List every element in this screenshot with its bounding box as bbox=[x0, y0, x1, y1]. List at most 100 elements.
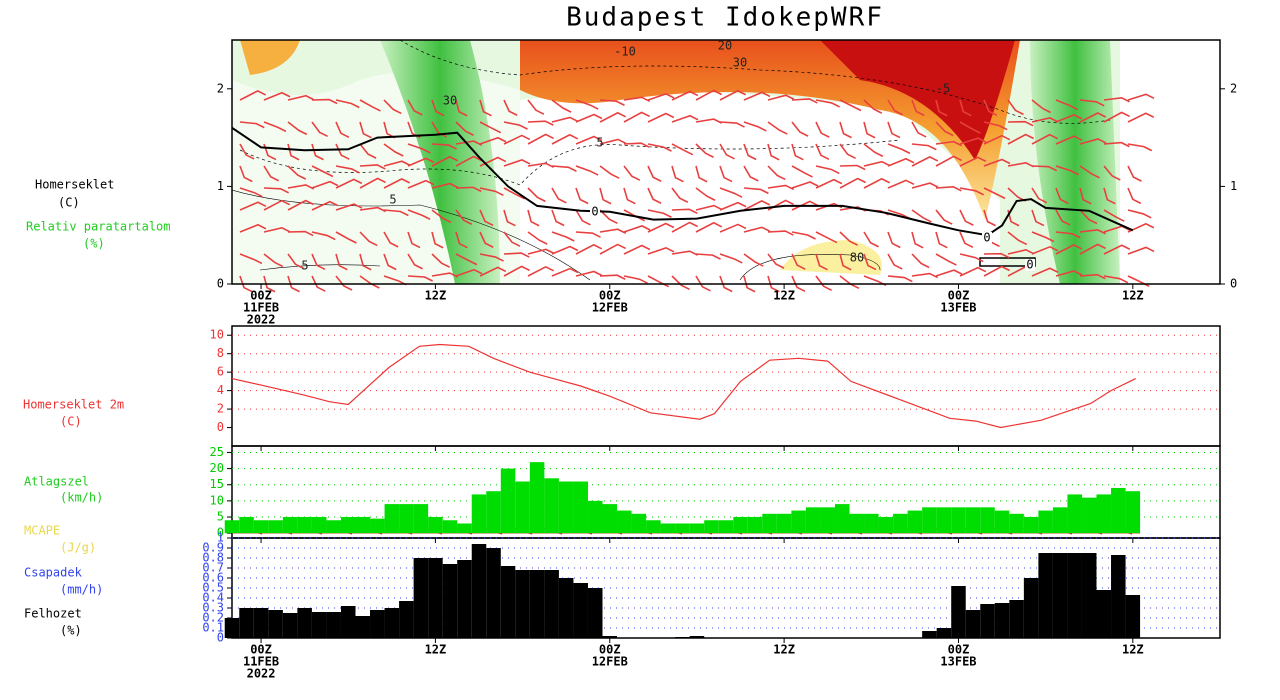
bar bbox=[805, 507, 821, 534]
wind-barb bbox=[671, 90, 699, 101]
wind-barb bbox=[863, 231, 879, 248]
wind-barb bbox=[839, 121, 852, 139]
bar bbox=[486, 548, 501, 638]
wind-barb bbox=[695, 165, 708, 183]
wind-barb bbox=[935, 253, 957, 266]
isotherm-line bbox=[231, 126, 1134, 237]
bar bbox=[224, 618, 240, 638]
bar bbox=[500, 468, 516, 534]
wind-barb bbox=[455, 186, 482, 193]
wind-barb bbox=[719, 121, 745, 128]
wind-barb bbox=[1103, 165, 1121, 181]
wind-barb bbox=[887, 143, 911, 155]
bar bbox=[1009, 600, 1024, 638]
bar bbox=[326, 612, 341, 638]
wind-barb bbox=[407, 209, 431, 220]
bar bbox=[689, 636, 705, 638]
bar bbox=[399, 504, 414, 534]
wind-barb bbox=[455, 209, 473, 225]
bar bbox=[1009, 513, 1024, 534]
wind-barb bbox=[623, 275, 648, 284]
wind-barb bbox=[815, 143, 830, 161]
wind-barb bbox=[815, 99, 840, 108]
bar bbox=[1111, 487, 1126, 534]
wind-barb bbox=[695, 253, 721, 260]
wind-barb bbox=[311, 98, 338, 105]
bar bbox=[951, 507, 966, 534]
x-tick-label: 11FEB bbox=[243, 655, 279, 669]
wind-barb bbox=[1007, 161, 1035, 168]
wind-barb bbox=[287, 94, 315, 101]
wind-barb bbox=[695, 89, 723, 101]
wind-barb bbox=[431, 155, 459, 167]
bar bbox=[1038, 553, 1053, 638]
wind-barb bbox=[1031, 165, 1058, 172]
wind-barb bbox=[743, 226, 771, 233]
wind-barb bbox=[719, 143, 735, 160]
wind-barb bbox=[575, 187, 589, 205]
bar bbox=[1125, 491, 1141, 534]
wind-barb bbox=[359, 177, 387, 189]
bar bbox=[486, 491, 501, 534]
field-background bbox=[232, 40, 1120, 284]
wind-barb bbox=[263, 91, 291, 101]
wind-barb bbox=[983, 265, 1011, 277]
wind-barb bbox=[599, 165, 620, 179]
wind-barb bbox=[743, 121, 767, 132]
wind-barb bbox=[1127, 246, 1155, 255]
bar bbox=[239, 517, 254, 534]
wind-barb bbox=[647, 209, 672, 218]
bar bbox=[1052, 553, 1068, 638]
wind-barb bbox=[335, 165, 360, 174]
wind-barb bbox=[599, 187, 612, 205]
bar bbox=[602, 636, 618, 638]
contour-label: 5 bbox=[301, 259, 308, 273]
wind-barb bbox=[695, 187, 716, 201]
wind-barb bbox=[479, 99, 492, 117]
wind-barb bbox=[959, 99, 972, 117]
wind-barb bbox=[671, 114, 699, 123]
wind-barb bbox=[551, 99, 572, 113]
wind-barb bbox=[887, 275, 913, 283]
bar bbox=[297, 517, 312, 534]
wind-barb bbox=[239, 90, 267, 101]
bar bbox=[834, 504, 850, 534]
bar bbox=[936, 628, 952, 638]
wind-barb bbox=[503, 121, 528, 130]
axis-label: Felhozet bbox=[24, 607, 82, 621]
wind-barb bbox=[911, 143, 937, 151]
wind-barb bbox=[815, 231, 838, 244]
y-tick-label: 2 bbox=[1230, 81, 1237, 95]
wind-barb bbox=[887, 253, 903, 270]
wind-barb bbox=[983, 209, 996, 227]
axis-label: (mm/h) bbox=[60, 583, 103, 597]
wind-barb bbox=[407, 275, 433, 282]
wind-barb bbox=[1079, 228, 1106, 235]
wind-barb bbox=[551, 133, 579, 145]
bar bbox=[370, 610, 385, 638]
wind-barb bbox=[695, 143, 714, 158]
bar bbox=[980, 507, 995, 534]
wind-barb bbox=[479, 121, 502, 134]
wind-barb bbox=[1127, 93, 1155, 101]
wind-barb bbox=[479, 253, 504, 262]
bar bbox=[1023, 578, 1039, 638]
wind-barb bbox=[695, 221, 723, 233]
wind-barb bbox=[1031, 245, 1059, 255]
y-tick-label: 0.3 bbox=[202, 601, 224, 615]
wind-barb bbox=[359, 253, 372, 271]
wind-barb bbox=[671, 187, 689, 203]
wind-barb bbox=[815, 275, 833, 291]
bar bbox=[573, 583, 588, 638]
wind-barb bbox=[1127, 222, 1155, 233]
wind-barb bbox=[263, 226, 291, 233]
wind-barb bbox=[503, 265, 531, 277]
wind-barb bbox=[1103, 97, 1130, 103]
bar bbox=[965, 507, 981, 534]
wind-barb bbox=[1031, 99, 1052, 114]
wind-barb bbox=[287, 121, 308, 136]
wind-barb bbox=[815, 165, 840, 175]
x-tick-label: 12FEB bbox=[592, 301, 628, 315]
bar bbox=[965, 610, 981, 638]
wind-barb bbox=[1127, 187, 1142, 205]
